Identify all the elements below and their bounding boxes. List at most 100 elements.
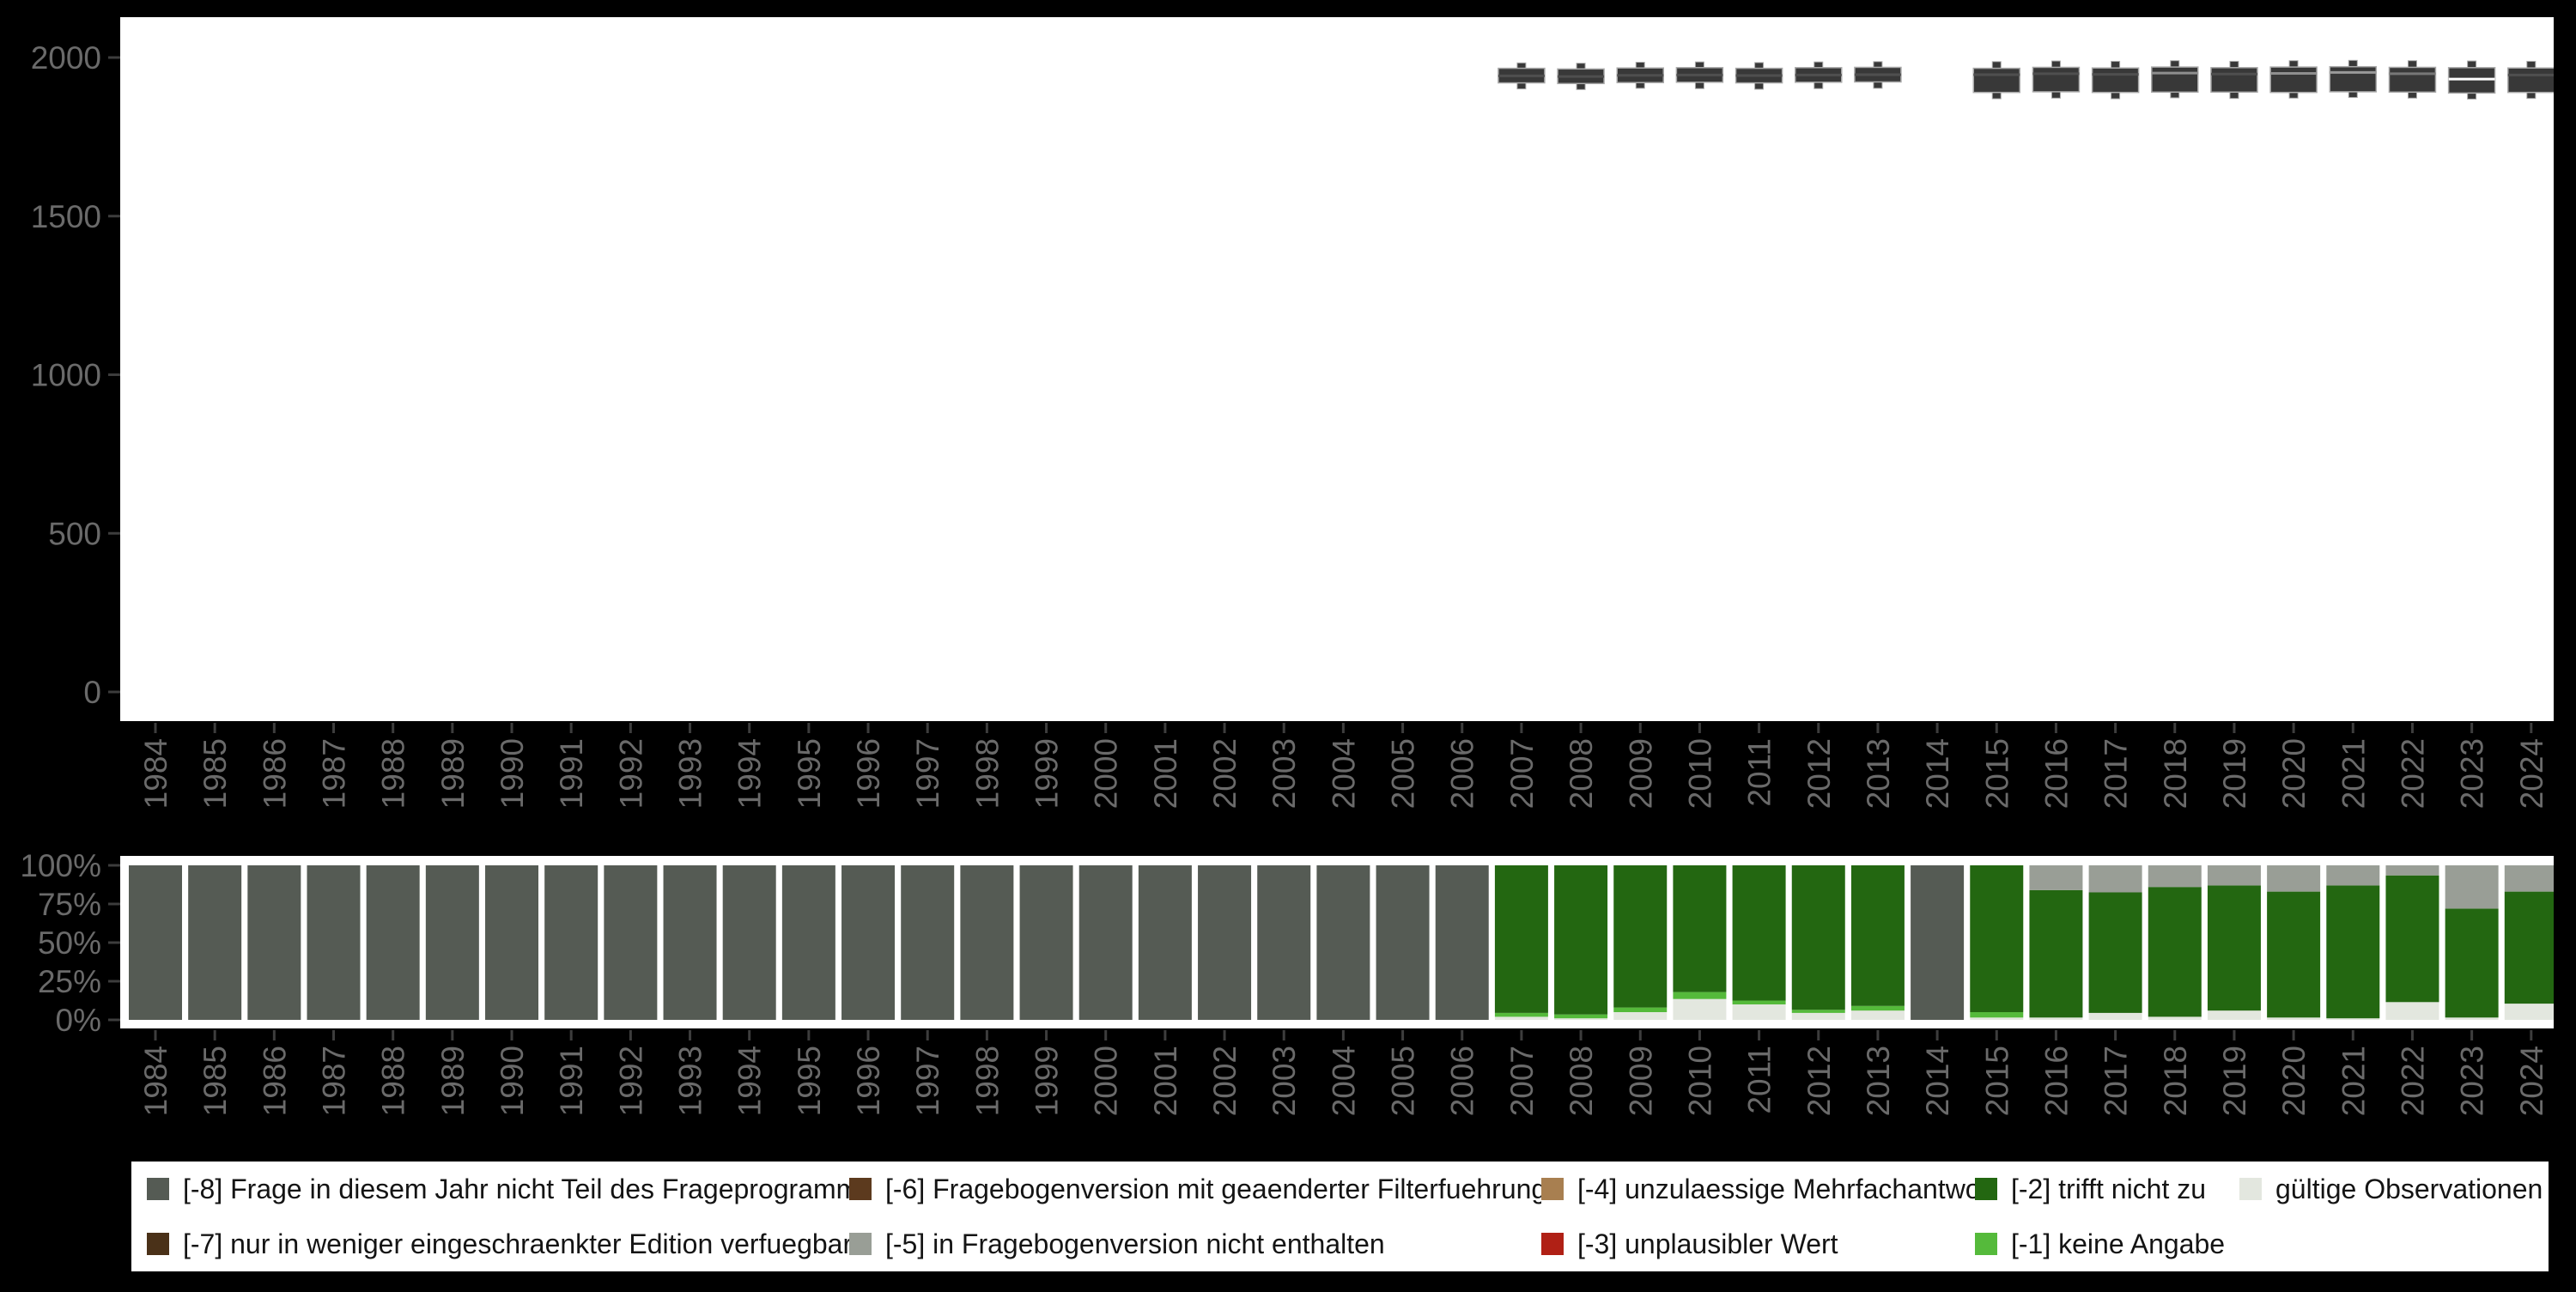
legend-item-minus3: [-3] unplausibler Wert <box>1541 1228 1975 1260</box>
bar-segment <box>1673 992 1727 999</box>
bar-segment <box>1850 1005 1905 1011</box>
bar-segment <box>1732 1004 1786 1020</box>
x-tick <box>689 1030 692 1040</box>
x-tick-label: 2019 <box>2217 738 2252 809</box>
x-tick <box>1045 1030 1048 1040</box>
bar-segment <box>960 865 1014 1020</box>
bar-segment <box>1673 865 1727 992</box>
x-tick-label: 2000 <box>1089 1046 1124 1116</box>
bar-segment <box>1376 865 1430 1020</box>
x-tick-label: 1999 <box>1030 738 1065 809</box>
bar-segment <box>1316 865 1370 1020</box>
bar-2018 <box>2148 865 2202 1020</box>
x-tick-label: 1992 <box>613 1046 648 1116</box>
legend-item-minus1: [-1] keine Angabe <box>1975 1228 2239 1260</box>
x-tick-label: 1986 <box>257 1046 292 1116</box>
bar-segment <box>2029 1017 2083 1020</box>
x-tick-label: 2008 <box>1564 1046 1599 1116</box>
x-tick-label: 1987 <box>317 738 352 809</box>
legend-item-minus5: [-5] in Fragebogenversion nicht enthalte… <box>849 1228 1541 1260</box>
x-tick <box>1876 723 1880 733</box>
x-tick <box>213 723 216 733</box>
bar-1997 <box>901 865 955 1020</box>
whisker-low <box>2526 92 2537 100</box>
bar-segment <box>1494 1016 1548 1020</box>
legend-swatch-icon <box>849 1178 872 1200</box>
legend-item-minus7: [-7] nur in weniger eingeschraenkter Edi… <box>147 1228 849 1260</box>
x-tick <box>1638 1030 1642 1040</box>
x-tick <box>1223 1030 1226 1040</box>
bar-segment <box>1554 1014 1608 1019</box>
bar-2010 <box>1673 865 1727 1020</box>
bar-segment <box>2385 865 2439 876</box>
x-tick-label: 2007 <box>1504 738 1540 809</box>
x-tick <box>1995 723 1998 733</box>
bar-segment <box>366 865 420 1020</box>
x-tick-label: 1997 <box>910 738 945 809</box>
x-tick <box>2054 1030 2057 1040</box>
legend-swatch-icon <box>2239 1178 2262 1200</box>
x-tick-label: 2018 <box>2158 1046 2193 1116</box>
bar-segment <box>1791 865 1845 1010</box>
x-tick-label: 2024 <box>2514 1046 2549 1116</box>
x-tick-label: 2000 <box>1089 738 1124 809</box>
percent-tick-label: 75% <box>38 887 101 922</box>
bar-2022 <box>2385 865 2439 1020</box>
whisker-low <box>1635 82 1645 89</box>
x-tick <box>154 1030 157 1040</box>
y-tick-label: 500 <box>48 516 101 551</box>
bar-2015 <box>1970 865 2024 1020</box>
bar-segment <box>2385 1002 2439 1020</box>
x-tick <box>985 1030 988 1040</box>
bar-1994 <box>722 865 776 1020</box>
legend: [-8] Frage in diesem Jahr nicht Teil des… <box>131 1162 2549 1271</box>
x-tick-label: 2009 <box>1623 738 1658 809</box>
bar-segment <box>781 865 835 1020</box>
x-tick <box>2114 723 2117 733</box>
box <box>2151 66 2199 94</box>
x-tick <box>1935 723 1939 733</box>
bar-segment <box>1613 1007 1668 1012</box>
x-tick <box>2173 1030 2177 1040</box>
boxplot-group <box>1498 59 2554 100</box>
bar-segment <box>2267 1017 2321 1020</box>
bar-segment <box>2088 1012 2142 1020</box>
bar-segment <box>901 865 955 1020</box>
bar-2012 <box>1791 865 1845 1020</box>
bar-segment <box>2326 885 2380 1019</box>
bar-2007 <box>1494 865 1548 1020</box>
x-tick <box>748 1030 751 1040</box>
box <box>2210 67 2258 94</box>
bar-segment <box>1791 1010 1845 1013</box>
bar-segment <box>1019 865 1073 1020</box>
x-tick-label: 1986 <box>257 738 292 809</box>
x-tick-label: 1990 <box>495 738 530 809</box>
y-tick <box>108 690 120 694</box>
bar-1985 <box>188 865 242 1020</box>
bar-segment <box>2029 889 2083 1018</box>
x-tick-label: 1991 <box>554 738 589 809</box>
x-tick-label: 2016 <box>2038 738 2074 809</box>
whisker-low <box>2050 91 2061 99</box>
bar-segment <box>1613 1012 1668 1020</box>
legend-item-valid: gültige Observationen <box>2239 1174 2549 1205</box>
x-tick <box>1341 723 1345 733</box>
bar-2004 <box>1316 865 1370 1020</box>
boxplot-2009 <box>1616 62 1664 89</box>
x-tick-label: 2011 <box>1742 738 1777 807</box>
x-tick-label: 1997 <box>910 1046 945 1116</box>
legend-swatch-icon <box>1541 1178 1564 1200</box>
x-tick-label: 1994 <box>732 1046 768 1116</box>
x-tick-label: 2004 <box>1326 1046 1361 1116</box>
x-tick <box>629 1030 632 1040</box>
x-tick-label: 1992 <box>613 738 648 809</box>
x-tick <box>332 723 336 733</box>
x-tick-label: 2013 <box>1861 738 1896 809</box>
x-tick <box>689 723 692 733</box>
whisker-high <box>2467 60 2477 69</box>
x-tick-label: 2002 <box>1207 738 1242 809</box>
bar-segment <box>2207 865 2261 886</box>
x-tick-label: 1988 <box>376 738 411 809</box>
bar-2019 <box>2207 865 2261 1020</box>
x-tick-label: 2003 <box>1267 1046 1302 1116</box>
